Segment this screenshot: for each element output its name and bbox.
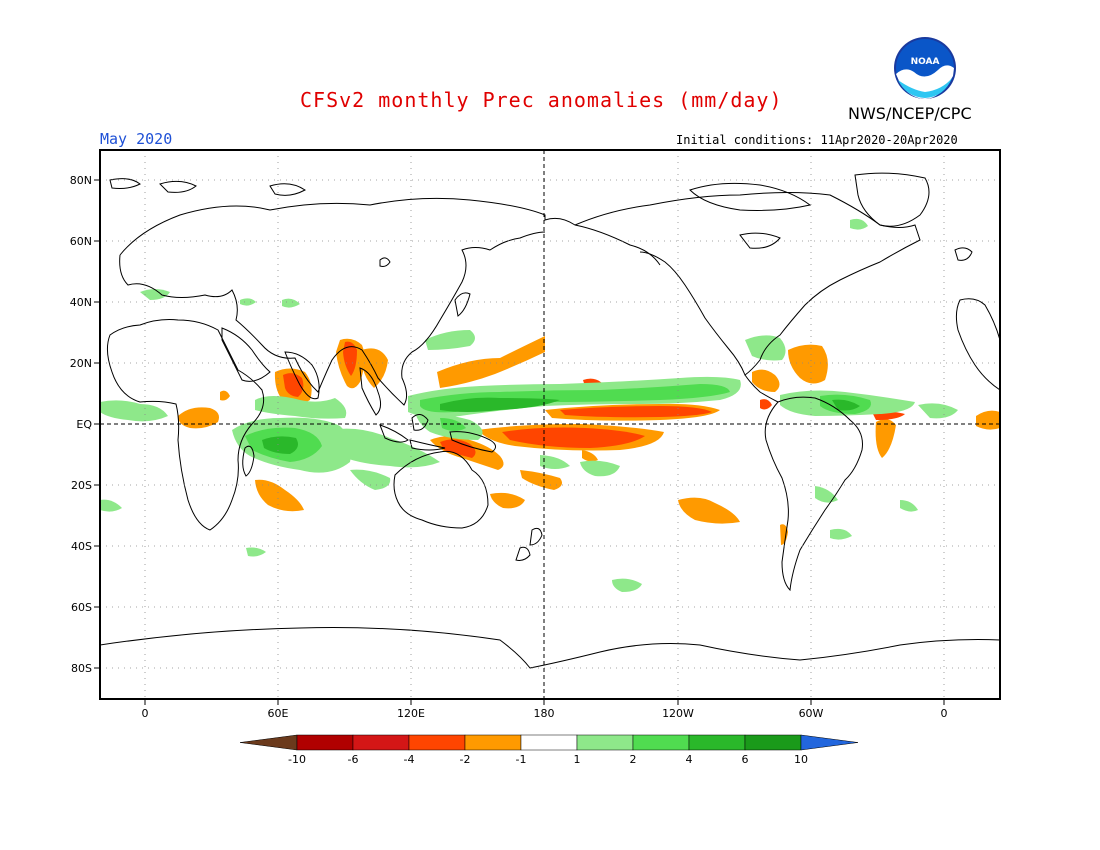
colorbar-segment [408,734,466,751]
wet-anomalies [100,218,958,592]
month-label: May 2020 [100,130,173,148]
colorbar-arrow-left [239,734,298,751]
lat-label: 20N [70,357,92,370]
org-label: NWS/NCEP/CPC [848,104,972,123]
lon-label: 120W [662,707,694,720]
colorbar-label: -6 [348,753,359,766]
lat-label: 40N [70,296,92,309]
lat-label: 80N [70,174,92,187]
lon-label: 180 [534,707,555,720]
colorbar-label: -2 [460,753,471,766]
colorbar-label: -1 [516,753,527,766]
colorbar-label: 1 [574,753,581,766]
lat-label: 60S [71,601,92,614]
logo-text: NOAA [911,57,940,67]
map-title: CFSv2 monthly Prec anomalies (mm/day) [300,88,783,112]
colorbar-label: -10 [288,753,306,766]
colorbar-label: 4 [686,753,693,766]
lon-label: 0 [142,707,149,720]
longitude-labels: 0 60E 120E 180 120W 60W 0 [142,699,948,720]
lat-label: 80S [71,662,92,675]
colorbar-segment [352,734,410,751]
colorbar-label: 2 [630,753,637,766]
colorbar-segment [576,734,634,751]
lon-label: 0 [941,707,948,720]
lon-label: 120E [397,707,425,720]
colorbar-arrow-right [800,734,859,751]
lat-label: 20S [71,479,92,492]
lat-label: EQ [76,418,92,431]
colorbar: -10 -6 -4 -2 -1 1 2 4 6 10 [239,734,859,766]
coastlines [100,172,1000,669]
colorbar-segment [464,734,522,751]
latitude-labels: 80N 60N 40N 20N EQ 20S 40S 60S 80S [70,174,100,675]
graticule [100,150,1000,699]
equator-dateline [100,150,1000,699]
colorbar-segment [744,734,802,751]
lon-label: 60E [268,707,289,720]
noaa-logo: NOAA [894,37,956,99]
initial-conditions-label: Initial conditions: 11Apr2020-20Apr2020 [676,133,958,147]
dry-anomalies [178,336,1000,545]
lat-label: 40S [71,540,92,553]
colorbar-segment [296,734,354,751]
lat-label: 60N [70,235,92,248]
colorbar-label: -4 [404,753,415,766]
colorbar-label: 10 [794,753,808,766]
colorbar-segment [520,734,578,751]
colorbar-segment [632,734,690,751]
lon-label: 60W [799,707,824,720]
colorbar-segment [688,734,746,751]
colorbar-label: 6 [742,753,749,766]
